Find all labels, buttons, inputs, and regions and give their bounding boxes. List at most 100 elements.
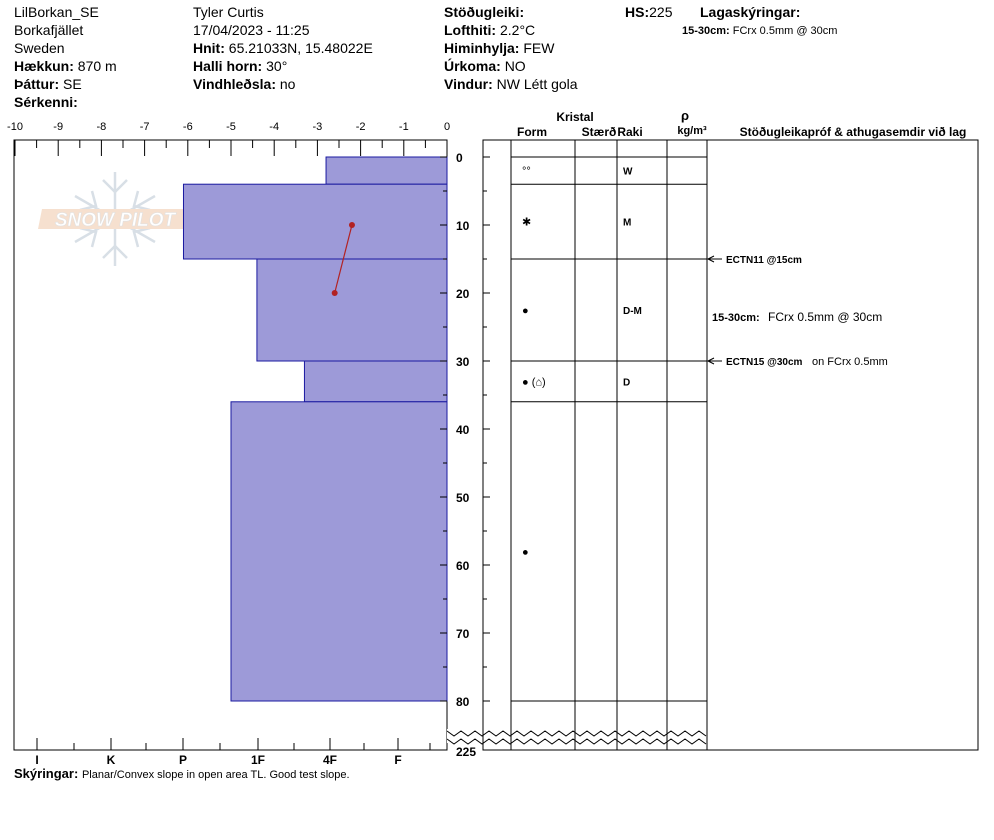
temp-tick-label: -6	[183, 121, 193, 133]
footer-notes: Skýringar: Planar/Convex slope in open a…	[14, 765, 350, 784]
wetness-label: W	[623, 167, 633, 178]
layer-notes-range: 15-30cm:	[682, 25, 730, 37]
hardness-layer-bar	[325, 156, 448, 185]
observation-datetime: 17/04/2023 - 11:25	[193, 22, 310, 38]
stability-label: Stöðugleiki:	[444, 4, 525, 20]
temp-tick-label: -4	[269, 121, 279, 133]
elevation-value: 870 m	[77, 58, 117, 74]
wind-row: Vindur: NW Létt gola	[444, 75, 578, 93]
density-symbol-header: ρ	[681, 108, 689, 123]
aspect-row: Þáttur: SE	[14, 75, 82, 93]
hs-value: 225	[649, 4, 673, 20]
wind-value: NW Létt gola	[496, 76, 578, 92]
depth-tick-label: 20	[456, 287, 470, 301]
crystal-form-symbol: °°	[522, 166, 531, 178]
depth-tick-label: 30	[456, 355, 470, 369]
precip-label: Úrkoma:	[444, 58, 501, 74]
footer-notes-value: Planar/Convex slope in open area TL. Goo…	[81, 769, 350, 781]
hardness-tick-label: I	[35, 753, 38, 767]
wind-label: Vindur:	[444, 76, 493, 92]
layer-notes-label: Lagaskýringar:	[700, 4, 801, 20]
depth-tick-label: 0	[456, 151, 463, 165]
size-header: Stærð	[582, 125, 617, 139]
slope-label: Halli horn:	[193, 58, 263, 74]
density-unit-header: kg/m³	[677, 125, 707, 137]
logo-text: SNOW PILOT	[55, 210, 177, 231]
crystal-form-symbol: ●	[522, 305, 529, 317]
temp-tick-label: -10	[7, 121, 23, 133]
air-temp-value: 2.2°C	[499, 22, 536, 38]
stratigraphy-frame	[482, 139, 979, 751]
specifics-row: Sérkenni:	[14, 93, 78, 111]
hs-row: HS:225	[625, 3, 672, 21]
temp-tick-label: 0	[444, 121, 450, 133]
slope-row: Halli horn: 30°	[193, 57, 287, 75]
country-name: Sweden	[14, 40, 65, 56]
air-temp-row: Lofthiti: 2.2°C	[444, 21, 535, 39]
test-result-label: ECTN11 @15cm	[726, 255, 802, 266]
coords-label: Hnit:	[193, 40, 225, 56]
air-temp-label: Lofthiti:	[444, 22, 497, 38]
elevation-label: Hækkun:	[14, 58, 74, 74]
snow-pilot-logo: SNOW PILOT	[38, 172, 192, 266]
test-arrow-head	[706, 357, 715, 365]
hardness-layer-bar	[230, 401, 448, 702]
precip-row: Úrkoma: NO	[444, 57, 526, 75]
wetness-label: M	[623, 218, 631, 229]
temp-tick-label: -3	[313, 121, 323, 133]
temperature-point	[348, 222, 355, 228]
temp-tick-label: -5	[226, 121, 236, 133]
depth-break-zigzag	[446, 730, 707, 737]
wind-loading-value: no	[279, 76, 296, 92]
crystal-form-symbol: ✱	[522, 217, 531, 229]
hs-label: HS:	[625, 4, 650, 20]
logo-band	[38, 209, 192, 229]
coords-row: Hnit: 65.21033N, 15.48022E	[193, 39, 373, 57]
hardness-tick-label: K	[107, 753, 116, 767]
depth-tick-label: 10	[456, 219, 470, 233]
layer-notes-value: FCrx 0.5mm @ 30cm	[732, 25, 838, 37]
location-name: Borkafjället	[14, 22, 84, 38]
hardness-tick-label: P	[179, 753, 187, 767]
temp-tick-label: -8	[97, 121, 107, 133]
layer-comment-text: FCrx 0.5mm @ 30cm	[768, 310, 882, 324]
stability-row: Stöðugleiki:	[444, 3, 524, 21]
precip-value: NO	[504, 58, 526, 74]
form-header: Form	[517, 125, 547, 139]
depth-tick-label: 70	[456, 627, 470, 641]
test-result-extra: on FCrx 0.5mm	[812, 356, 888, 368]
hardness-layer-bar	[303, 360, 448, 403]
slope-value: 30°	[266, 58, 288, 74]
depth-break-zigzag	[446, 738, 707, 745]
footer-notes-label: Skýringar:	[14, 766, 79, 781]
wetness-label: D-M	[623, 306, 642, 317]
hardness-tick-label: 1F	[251, 753, 265, 767]
wetness-header: Raki	[617, 125, 642, 139]
test-arrow-head	[706, 255, 715, 263]
sky-label: Himinhylja:	[444, 40, 520, 56]
aspect-value: SE	[63, 76, 82, 92]
temp-tick-label: -2	[356, 121, 366, 133]
hardness-tick-label: F	[394, 753, 401, 767]
temp-tick-label: -9	[53, 121, 63, 133]
crystal-header: Kristal	[556, 110, 593, 124]
wind-loading-label: Vindhleðsla:	[193, 76, 276, 92]
layer-notes-summary: 15-30cm: FCrx 0.5mm @ 30cm	[682, 22, 837, 40]
wetness-label: D	[623, 377, 630, 388]
coords-value: 65.21033N, 15.48022E	[228, 40, 373, 56]
crystal-form-symbol: ●	[522, 546, 529, 558]
test-result-label: ECTN15 @30cm	[726, 357, 803, 368]
sky-value: FEW	[523, 40, 555, 56]
observer-name: Tyler Curtis	[193, 4, 264, 20]
layer-comment-range: 15-30cm:	[712, 312, 760, 324]
elevation-row: Hækkun: 870 m	[14, 57, 117, 75]
temperature-line	[334, 224, 353, 294]
sky-row: Himinhylja: FEW	[444, 39, 554, 57]
hardness-tick-label: 4F	[323, 753, 337, 767]
temperature-point	[331, 290, 338, 296]
wind-loading-row: Vindhleðsla: no	[193, 75, 295, 93]
hardness-layer-bar	[182, 183, 448, 260]
depth-tick-label: 50	[456, 491, 470, 505]
depth-tick-label: 60	[456, 559, 470, 573]
